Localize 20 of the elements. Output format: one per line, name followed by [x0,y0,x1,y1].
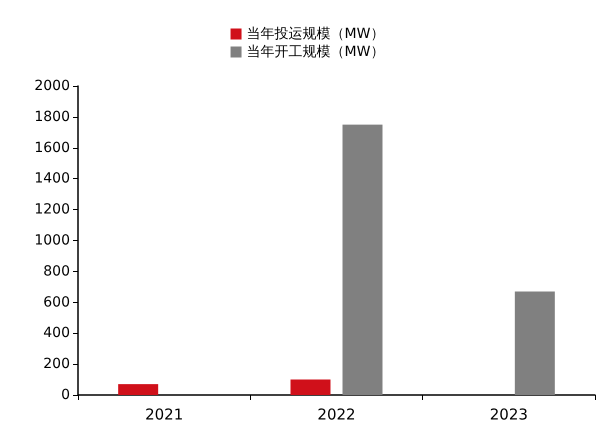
y-tick-label: 800 [43,263,70,280]
y-tick-label: 200 [43,356,70,372]
bar [514,291,555,395]
y-tick-label: 0 [61,387,70,403]
legend-label: 当年投运规模（MW） [246,26,384,42]
y-tick-label: 1400 [34,170,70,187]
bar [118,384,158,395]
x-tick-label: 2023 [490,406,528,424]
y-tick-label: 1800 [34,108,70,125]
y-tick-label: 400 [43,325,70,342]
y-tick-label: 2000 [34,78,70,94]
x-tick-label: 2021 [145,406,184,424]
bar [342,124,382,395]
y-tick-label: 1200 [34,202,70,218]
bar [290,380,330,395]
y-tick-label: 1600 [34,140,70,156]
x-tick-label: 2022 [317,406,356,424]
y-tick-label: 1000 [34,232,70,248]
y-tick-label: 600 [43,294,70,310]
legend-label: 当年开工规模（MW） [246,44,384,60]
